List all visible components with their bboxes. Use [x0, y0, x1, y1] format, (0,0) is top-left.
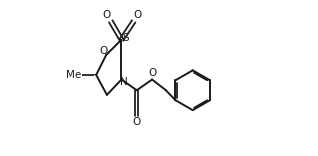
- Text: S: S: [122, 34, 128, 44]
- Text: Me: Me: [66, 70, 81, 80]
- Text: O: O: [148, 68, 156, 78]
- Text: O: O: [103, 10, 111, 20]
- Text: O: O: [133, 117, 141, 127]
- Text: N: N: [120, 77, 128, 87]
- Text: O: O: [134, 10, 142, 20]
- Text: O: O: [99, 46, 107, 56]
